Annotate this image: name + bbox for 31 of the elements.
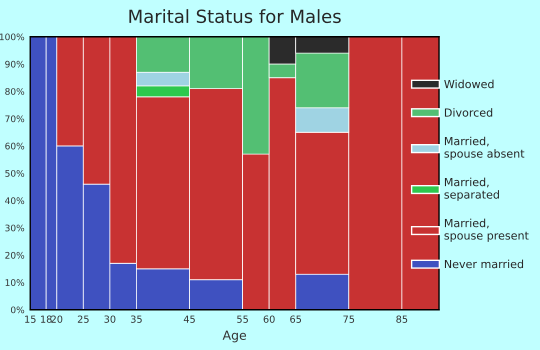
- x-tick-label: 15: [25, 316, 36, 323]
- x-tick-label: 85: [396, 315, 408, 323]
- legend-label: Married, spouse present: [444, 218, 529, 242]
- x-tick-label: 60: [264, 315, 275, 323]
- x-tick-label: 30: [104, 315, 116, 323]
- legend-label: Divorced: [444, 108, 492, 117]
- chart-title: Marital Status for Males: [129, 9, 341, 24]
- y-tick-label: 80%: [5, 88, 24, 95]
- x-tick-label: 18: [41, 315, 52, 323]
- x-tick-label: 25: [78, 315, 89, 323]
- x-tick-label: 55: [237, 316, 248, 323]
- y-tick-label: 10%: [6, 279, 24, 286]
- y-tick-label: 30%: [5, 224, 24, 232]
- x-tick-label: 75: [343, 316, 354, 323]
- legend-label: Married, separated: [444, 178, 499, 201]
- legend-label: Never married: [444, 260, 524, 268]
- y-tick-label: 20%: [5, 252, 24, 259]
- y-tick-label: 0%: [10, 306, 24, 314]
- x-tick-label: 45: [184, 316, 195, 323]
- legend-label: Widowed: [444, 80, 494, 88]
- x-tick-label: 35: [130, 315, 142, 323]
- y-tick-label: 40%: [5, 197, 24, 204]
- y-tick-label: 90%: [5, 60, 24, 68]
- y-tick-label: 60%: [5, 142, 24, 150]
- x-tick-label: 65: [290, 315, 302, 323]
- x-axis-title: Age: [222, 330, 246, 342]
- y-tick-label: 50%: [5, 170, 24, 177]
- y-tick-label: 100%: [0, 33, 24, 40]
- legend-label: Married, spouse absent: [444, 136, 524, 160]
- y-tick-label: 70%: [5, 115, 24, 122]
- x-tick-label: 20: [51, 315, 62, 323]
